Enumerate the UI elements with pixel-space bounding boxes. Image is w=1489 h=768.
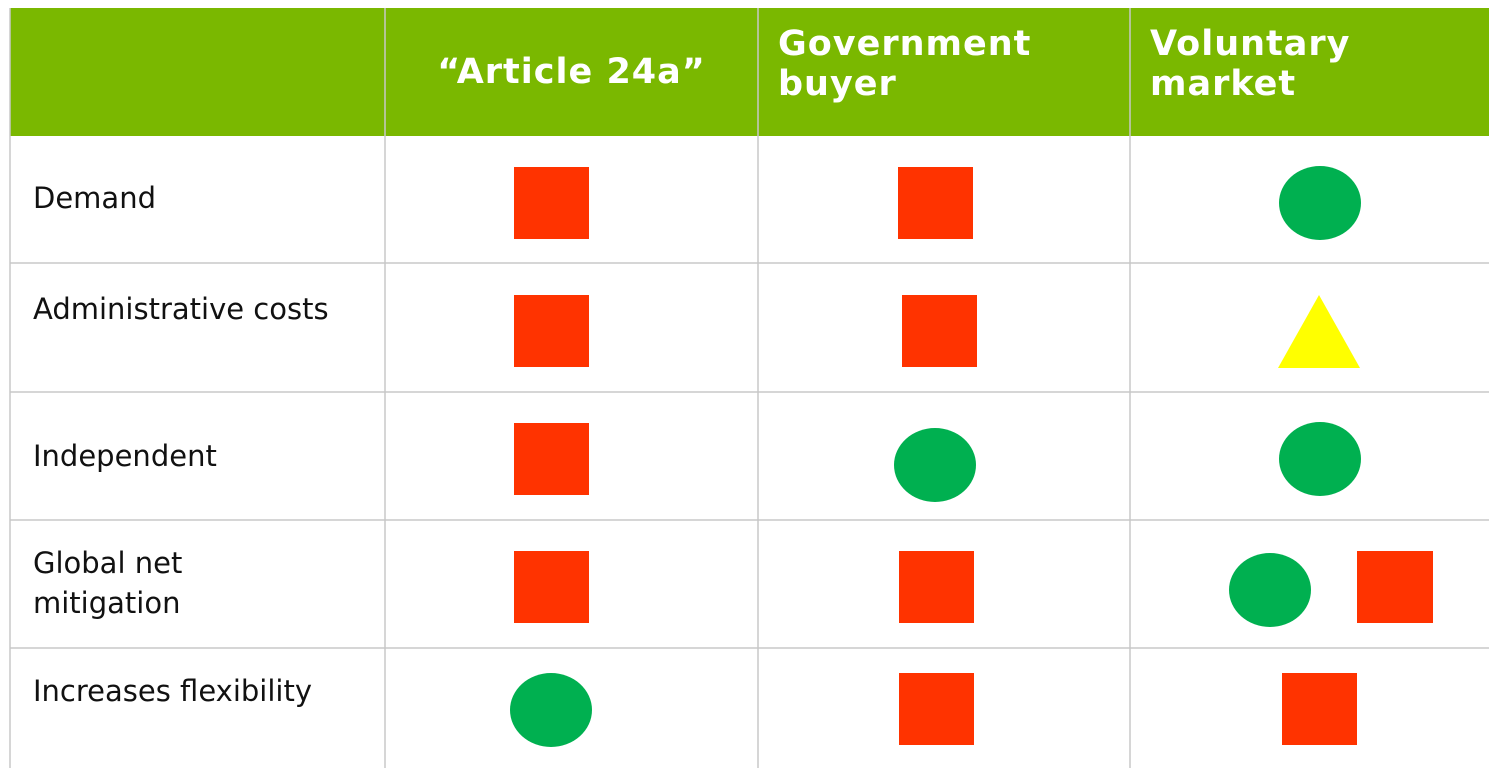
rating-shapes: [510, 166, 1433, 747]
row-label: Demand: [33, 181, 156, 215]
red-square: [514, 551, 589, 623]
red-square: [514, 167, 589, 239]
red-square: [1282, 673, 1357, 745]
row-label: Administrative costs: [33, 292, 329, 326]
grid-lines: [9, 8, 1489, 768]
green-circle: [1229, 553, 1311, 627]
red-square: [899, 673, 974, 745]
header-cell: Voluntary market: [1150, 24, 1351, 104]
red-square: [898, 167, 973, 239]
header-cell: “Article 24a”: [437, 52, 706, 92]
row-label: Independent: [33, 439, 217, 473]
row-label: Increases flexibility: [33, 674, 312, 708]
red-square: [1357, 551, 1433, 623]
red-square: [514, 295, 589, 367]
green-circle: [1279, 422, 1361, 496]
header-row: [10, 8, 1489, 136]
red-square: [902, 295, 977, 367]
green-circle: [894, 428, 976, 502]
red-square: [899, 551, 974, 623]
yellow-triangle: [1278, 295, 1360, 368]
green-circle: [1279, 166, 1361, 240]
header-cell: Government buyer: [778, 24, 1032, 104]
green-circle: [510, 673, 592, 747]
red-square: [514, 423, 589, 495]
row-label: Global net mitigation: [33, 546, 183, 620]
